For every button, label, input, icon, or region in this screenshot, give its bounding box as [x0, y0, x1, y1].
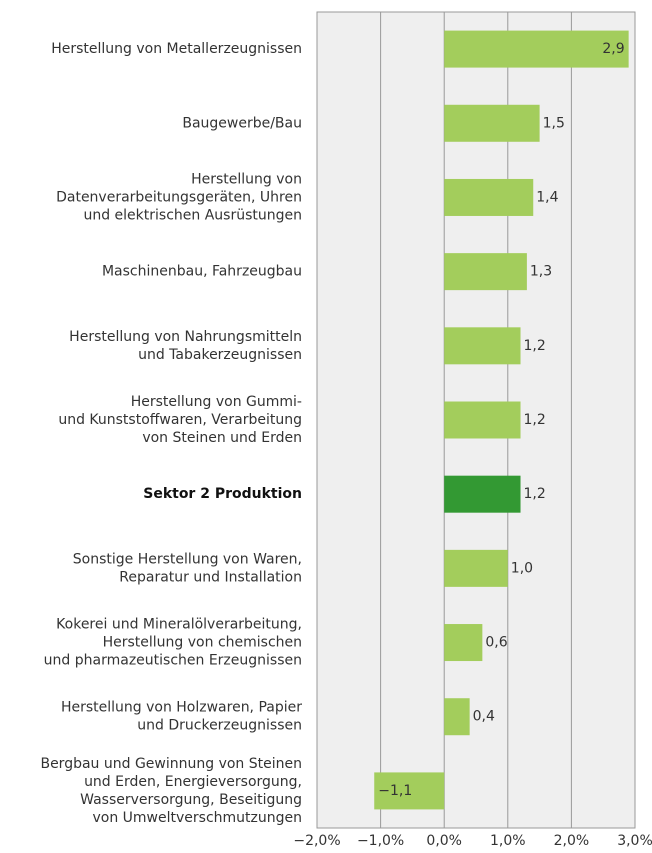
bar: [444, 475, 521, 513]
value-label: 1,2: [524, 486, 546, 502]
category-label: Kokerei und Mineralölverarbeitung, Herste…: [44, 617, 302, 669]
category-label: Herstellung von Holzwaren, Papier und Dru…: [61, 700, 302, 734]
bar: [444, 624, 483, 662]
x-tick-label: 1,0%: [490, 833, 526, 849]
bar: [444, 30, 629, 68]
x-tick-label: 2,0%: [554, 833, 590, 849]
value-label: 1,5: [543, 115, 565, 131]
x-tick-label: −2,0%: [293, 833, 340, 849]
category-label: Sektor 2 Produktion: [143, 486, 302, 502]
bar: [374, 772, 445, 810]
value-label: 0,6: [485, 635, 507, 651]
bar: [444, 549, 508, 587]
category-label: Bergbau und Gewinnung von Steinen und Erd…: [40, 756, 302, 826]
value-label: 2,9: [602, 41, 624, 57]
category-label: Maschinenbau, Fahrzeugbau: [102, 264, 302, 280]
bar: [444, 253, 527, 291]
category-label: Baugewerbe/Bau: [182, 115, 302, 131]
value-label: 1,0: [511, 560, 533, 576]
bar: [444, 327, 521, 365]
bar: [444, 401, 521, 439]
value-label: −1,1: [378, 783, 412, 799]
x-tick-label: 3,0%: [617, 833, 652, 849]
value-label: 0,4: [473, 709, 495, 725]
category-label: Herstellung von Gummi-und Kunststoffware…: [58, 394, 302, 446]
x-tick-label: −1,0%: [357, 833, 404, 849]
bar: [444, 104, 540, 142]
value-label: 1,2: [524, 412, 546, 428]
x-tick-label: 0,0%: [426, 833, 462, 849]
value-label: 1,4: [536, 189, 558, 205]
value-label: 1,2: [524, 338, 546, 354]
category-label: Herstellung von Datenverarbeitungsgeräten…: [56, 171, 302, 223]
category-label: Sonstige Herstellung von Waren, Reparatur…: [73, 551, 302, 585]
value-label: 1,3: [530, 264, 552, 280]
bar: [444, 698, 470, 736]
bar: [444, 178, 534, 216]
category-label: Herstellung von Nahrungsmitteln und Tabak…: [69, 329, 302, 363]
category-label: Herstellung von Metallerzeugnissen: [51, 41, 302, 57]
